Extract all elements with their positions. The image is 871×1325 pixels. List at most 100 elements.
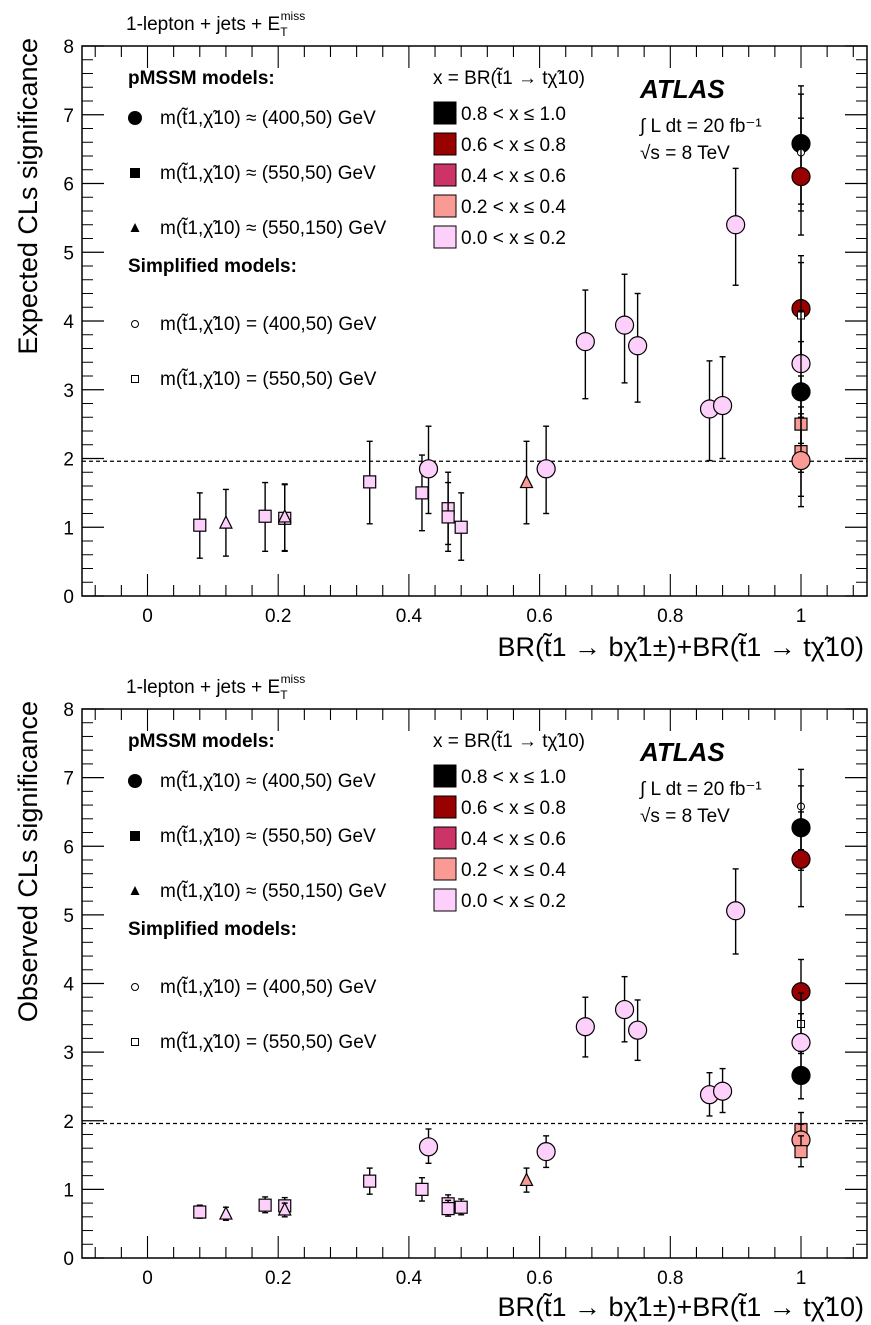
legend-bins: x = BR(t̃1 → tχ̃10) 0.8 < x ≤ 1.0 0.6 < x … [433,67,585,249]
square-marker [454,1200,468,1214]
legend-model-label: m(t̃1,χ̃10) ≈ (550,50) GeV [160,162,376,184]
legend-bin-label: 0.4 < x ≤ 0.6 [461,166,566,187]
data-point [791,811,811,908]
data-point [791,1050,811,1100]
square-marker [258,509,272,523]
legend-bin-swatch [433,795,457,819]
data-point [258,481,272,553]
circle-marker [614,999,635,1020]
square-marker [193,1205,207,1219]
square-marker [441,510,455,524]
experiment-label: ATLAS [639,74,725,104]
data-point [614,975,635,1043]
y-tick-label: 0 [63,1249,74,1270]
x-tick-label: 1 [796,1268,807,1289]
data-point [441,1199,455,1217]
data-point [454,1198,468,1216]
legend-model-label: m(t̃1,χ̃10) ≈ (550,150) GeV [160,880,387,902]
legend-circle-icon [128,111,142,125]
circle-marker [418,1137,439,1157]
legend-bin-label: 0.0 < x ≤ 0.2 [461,891,566,912]
square-marker [415,486,429,500]
y-tick-label: 7 [63,769,74,790]
x-tick-label: 0.8 [657,1268,683,1289]
y-tick-label: 4 [63,975,74,996]
legend-bin-label: 0.2 < x ≤ 0.4 [461,860,566,881]
y-tick-label: 2 [63,1112,74,1133]
x-tick-label: 0 [142,606,153,627]
data-point [536,425,556,515]
legend-circle-icon [128,774,142,788]
legend-bin-swatch [433,826,457,850]
circle-marker [712,395,733,416]
circle-marker [712,1081,733,1101]
data-point [519,440,534,525]
data-point [575,996,595,1058]
legend-bin-label: 0.8 < x ≤ 1.0 [461,104,566,125]
y-tick-label: 1 [63,518,74,539]
data-point [628,999,648,1062]
triangle-marker [277,1201,292,1216]
legend-model-label: m(t̃1,χ̃10) = (550,50) GeV [160,368,377,390]
legend-bin-label: 0.6 < x ≤ 0.8 [461,135,566,156]
legend-model-label: m(t̃1,χ̃10) ≈ (550,50) GeV [160,825,376,847]
y-tick-label: 3 [63,1043,74,1064]
data-point [575,289,595,400]
data-point [193,1204,207,1219]
triangle-marker [277,508,292,523]
square-marker [794,1145,808,1159]
circle-marker [628,336,648,356]
data-point [628,292,648,403]
panel-top: 1-lepton + jets + ETmiss 0 1 2 3 4 5 6 7 8 0 0.2 0.4… [13,9,868,662]
panel-bottom: 1-lepton + jets + ETmiss 0 1 2 3 4 5 6 7 8 0 0.2 0.4… [13,672,868,1322]
data-point [726,167,746,286]
y-tick-label: 6 [63,175,74,196]
data-point [277,483,292,552]
data-point [193,492,207,559]
legend-model-label: m(t̃1,χ̃10) = (550,50) GeV [160,1031,377,1053]
legend-models: pMSSM models: m(t̃1,χ̃10) ≈ (400,50) GeV m… [128,731,387,1053]
circle-marker [536,459,556,479]
square-marker [363,1174,377,1188]
data-point [418,425,439,515]
square-marker [441,1201,455,1216]
circle-marker [418,459,439,479]
triangle-marker [519,474,534,489]
legend-bin-swatch [433,163,457,187]
circle-marker [614,315,635,335]
luminosity-label: ∫ L dt = 20 fb⁻¹ [639,116,762,137]
x-tick-label: 0 [142,1268,153,1289]
energy-label: √s = 8 TeV [640,143,730,164]
legend-models: pMSSM models: m(t̃1,χ̃10) ≈ (400,50) GeV m… [128,68,387,390]
y-tick-label: 3 [63,381,74,402]
square-marker [258,1198,272,1212]
y-tick-label: 5 [63,243,74,264]
y-tick-label: 2 [63,450,74,471]
data-point [794,1135,808,1168]
legend-bin-swatch [433,225,457,249]
x-tick-label: 0.4 [396,1268,423,1289]
circle-marker [791,1032,811,1053]
x-tick-label: 0.2 [265,1268,291,1289]
data-point [418,1128,439,1164]
legend-triangle-icon [130,223,140,232]
data-point [536,1135,556,1169]
data-point [363,1167,377,1195]
data-point [712,356,733,460]
legend-open-square-icon [131,375,139,383]
legend-bin-title: x = BR(t̃1 → tχ̃10) [433,730,585,752]
square-marker [415,1182,429,1196]
atlas-label: ATLAS ∫ L dt = 20 fb⁻¹ √s = 8 TeV [639,737,762,827]
legend-open-square-icon [131,1038,139,1046]
data-point [258,1196,272,1214]
atlas-label: ATLAS ∫ L dt = 20 fb⁻¹ √s = 8 TeV [639,74,762,164]
legend-bin-swatch [433,888,457,912]
data-point [218,1205,233,1221]
y-axis-title: Observed CLs significance [13,701,43,1022]
data-point [519,1167,534,1193]
data-point [712,1067,733,1114]
legend-triangle-icon [130,886,140,895]
y-tick-label: 7 [63,106,74,127]
data-point [726,868,746,955]
